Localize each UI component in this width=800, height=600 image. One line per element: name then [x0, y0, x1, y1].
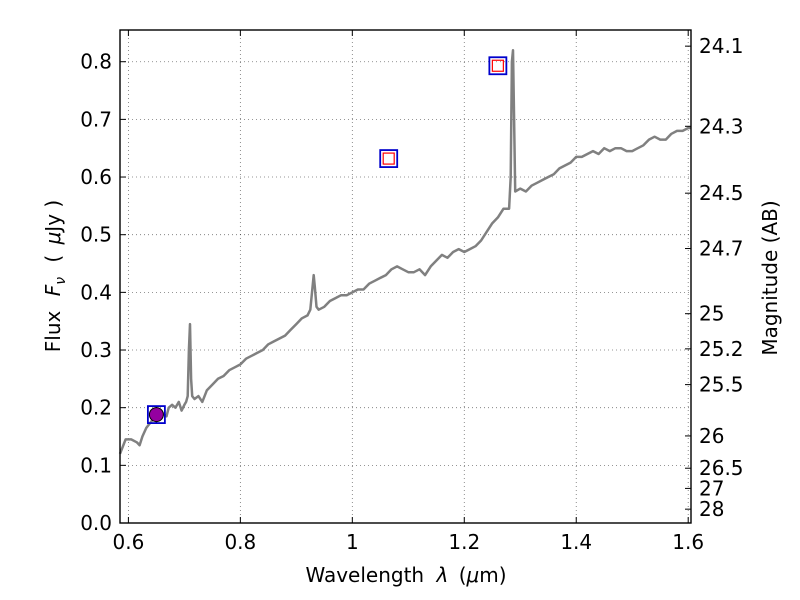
model-photometry-square	[379, 149, 399, 168]
x-tick-label: 1.2	[448, 530, 480, 554]
y-tick-label: 0.6	[80, 165, 112, 189]
x-tick-label: 1.6	[672, 530, 704, 554]
x-tick-label: 0.6	[112, 530, 144, 554]
y-tick-label: 0.7	[80, 107, 112, 131]
y2-tick-label: 26	[699, 424, 724, 448]
upper-limit-square	[491, 59, 504, 72]
y2-tick-label: 24.5	[699, 181, 744, 205]
axis-ticks: 0.6 0.8 1 1.2 1.4 1.6 0.0 0.1 0.2 0.3 0.4 0.5 0.6 0.7…	[80, 30, 744, 554]
y2-tick-label: 26.5	[699, 456, 744, 480]
y-tick-label: 0.4	[80, 280, 112, 304]
photometry-point	[148, 407, 164, 423]
x-tick-label: 0.8	[224, 530, 256, 554]
y2-tick-label: 25.5	[699, 373, 744, 397]
y-tick-label: 0.0	[80, 511, 112, 535]
grid	[120, 30, 691, 524]
y-tick-label: 0.5	[80, 223, 112, 247]
model-photometry-square	[488, 56, 508, 76]
y2-tick-label: 24.1	[699, 34, 744, 58]
y2-tick-label: 25.2	[699, 337, 744, 361]
spectrum-line	[118, 48, 691, 455]
plot-frame	[119, 29, 692, 524]
y2-tick-label: 24.7	[699, 237, 744, 261]
x-axis-label: Wavelength λ (μm)	[305, 563, 506, 587]
y-tick-label: 0.3	[80, 338, 112, 362]
y2-tick-label: 28	[699, 497, 724, 521]
y2-axis-label: Magnitude (AB)	[758, 200, 782, 355]
y-tick-label: 0.2	[80, 396, 112, 420]
y-axis-label: Flux Fν ( μJy )	[41, 200, 70, 352]
photometry-markers	[146, 56, 508, 424]
model-photometry-square	[146, 405, 166, 424]
x-tick-label: 1.4	[560, 530, 592, 554]
y2-tick-label: 27	[699, 476, 724, 500]
y2-tick-label: 24.3	[699, 114, 744, 138]
upper-limit-square	[382, 152, 395, 165]
y-tick-label: 0.1	[80, 453, 112, 477]
y2-tick-label: 25	[699, 302, 724, 326]
spectrum-series	[118, 48, 691, 455]
x-tick-label: 1	[346, 530, 359, 554]
y-tick-label: 0.8	[80, 50, 112, 74]
